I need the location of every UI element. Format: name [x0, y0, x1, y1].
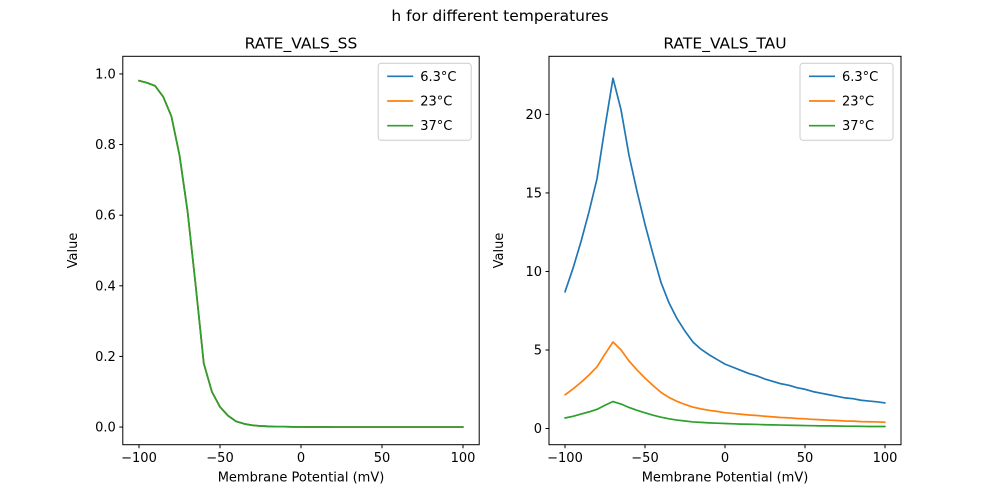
- x-tick-label-tau: 100: [873, 451, 898, 466]
- legend-label-ss-0: 6.3°C: [420, 70, 456, 85]
- x-axis-label-ss: Membrane Potential (mV): [218, 471, 385, 486]
- curve-tau-series-2: [564, 400, 886, 428]
- y-tick-label-ss: 0.8: [95, 138, 116, 153]
- figure-title: h for different temperatures: [391, 7, 609, 25]
- x-tick-label-ss: 50: [374, 451, 391, 466]
- x-tick-label-ss: −50: [206, 451, 233, 466]
- axes-tau: [548, 55, 902, 446]
- legend-box-tau: [799, 62, 894, 141]
- x-axis-label-tau: Membrane Potential (mV): [642, 471, 809, 486]
- x-tick-label-tau: 0: [721, 451, 729, 466]
- legend-label-ss-2: 37°C: [420, 119, 452, 134]
- x-tick-label-ss: −100: [121, 451, 157, 466]
- y-tick-label-tau: 0: [534, 422, 542, 437]
- x-tick-label-ss: 0: [297, 451, 305, 466]
- subplot-title-ss: RATE_VALS_SS: [245, 34, 358, 53]
- y-axis-label-tau: Value: [492, 233, 507, 269]
- legend-label-ss-1: 23°C: [420, 95, 452, 110]
- legend-label-tau-0: 6.3°C: [842, 70, 878, 85]
- x-tick-label-ss: 100: [451, 451, 476, 466]
- legend-label-tau-1: 23°C: [842, 95, 874, 110]
- x-tick-label-tau: −100: [547, 451, 583, 466]
- y-tick-label-tau: 20: [525, 108, 542, 123]
- subplot-title-tau: RATE_VALS_TAU: [663, 34, 786, 53]
- axes-ss: [122, 55, 480, 446]
- y-tick-label-ss: 1.0: [95, 67, 116, 82]
- x-tick-label-tau: 50: [797, 451, 814, 466]
- curve-ss-series-2: [138, 79, 464, 428]
- y-tick-label-ss: 0.0: [95, 421, 116, 436]
- curve-tau-series-1: [564, 341, 886, 424]
- curve-tau-series-0: [564, 77, 886, 404]
- legend-box-ss: [377, 62, 472, 141]
- y-tick-label-ss: 0.6: [95, 209, 116, 224]
- y-tick-label-tau: 15: [525, 186, 542, 201]
- y-tick-label-ss: 0.4: [95, 279, 116, 294]
- legend-label-tau-2: 37°C: [842, 119, 874, 134]
- x-tick-label-tau: −50: [631, 451, 658, 466]
- y-tick-label-tau: 5: [534, 343, 542, 358]
- y-tick-label-tau: 10: [525, 265, 542, 280]
- y-tick-label-ss: 0.2: [95, 350, 116, 365]
- y-axis-label-ss: Value: [66, 233, 81, 269]
